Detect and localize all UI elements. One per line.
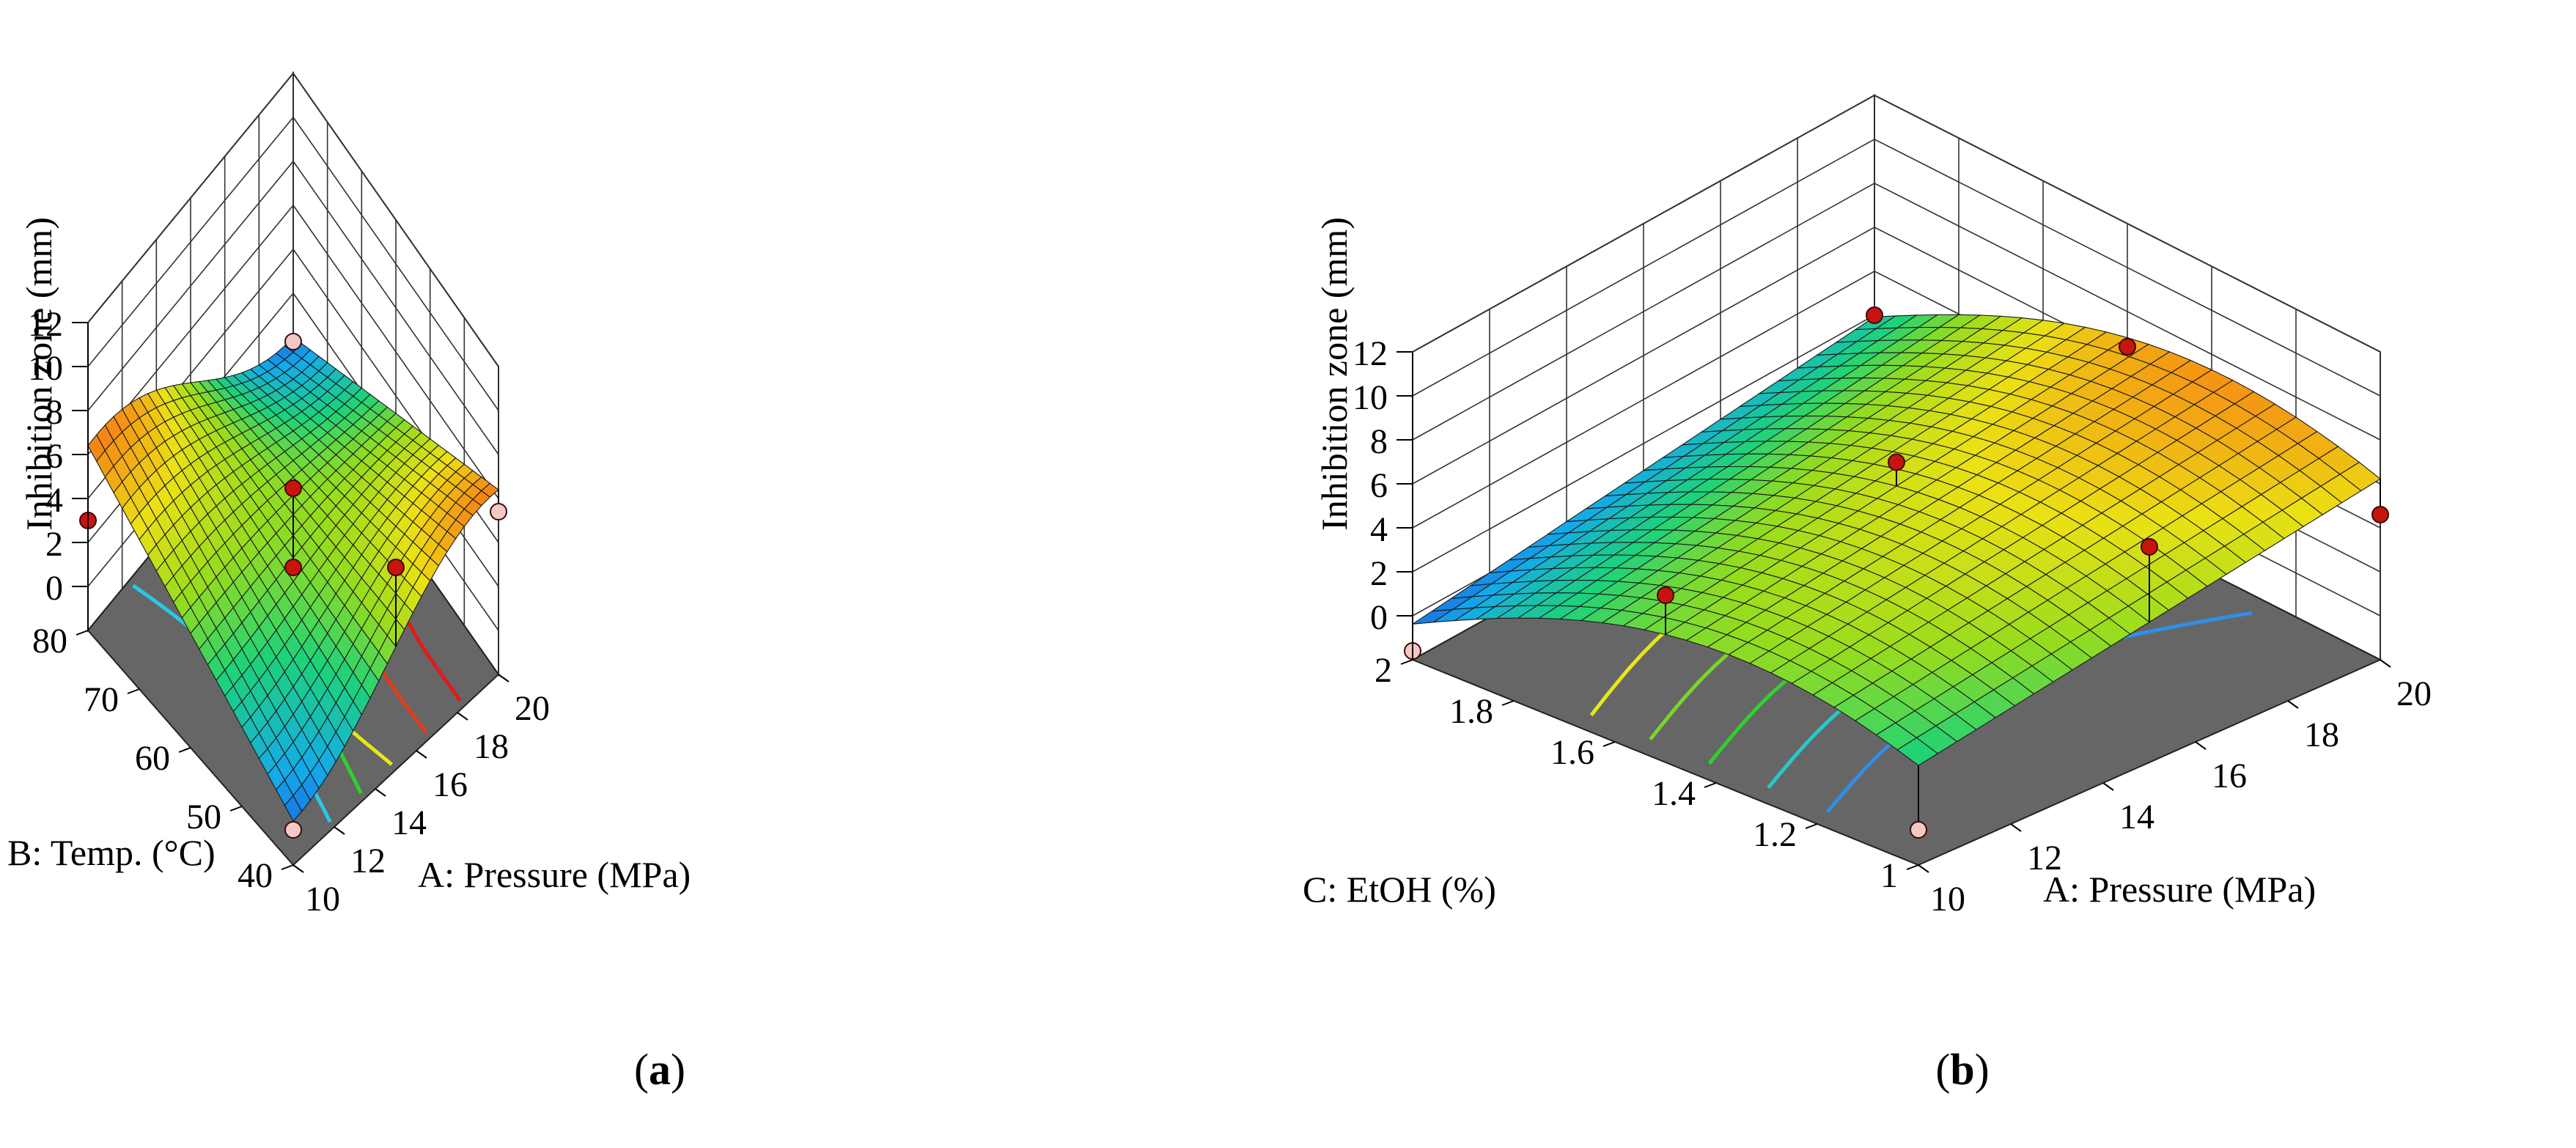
y-tick-label: 1: [1880, 856, 1898, 895]
x-axis-tick: [2195, 741, 2207, 750]
y-axis-tick: [229, 806, 243, 812]
x-axis-tick: [2102, 782, 2114, 791]
design-point: [1888, 453, 1905, 471]
z-tick-label: 0: [1370, 598, 1388, 637]
z-tick-label: 10: [1353, 378, 1388, 417]
panel-b: 0 2 4 6 8 10 12 Inhibition zone (mm) 10 12 14 16 18 2…: [1288, 0, 2576, 1148]
y-axis-tick: [178, 747, 191, 753]
y-axis-tick: [1805, 823, 1818, 829]
x-tick-label: 14: [391, 803, 427, 842]
y-tick-label: 50: [186, 798, 221, 836]
x-axis-tick: [334, 826, 345, 835]
panel-a: 0 2 4 6 8 10 12 Inhibition zone (mm) 10 12 14 16 18 2…: [7, 70, 691, 1094]
z-tick-label: 2: [1370, 554, 1388, 593]
x-axis-tick: [416, 750, 427, 759]
design-point: [1866, 306, 1883, 324]
design-point: [284, 821, 302, 839]
x-axis-tick: [2287, 700, 2299, 709]
z-tick-label: 4: [45, 481, 63, 520]
x-axis-tick: [498, 674, 509, 682]
x-tick-label: 10: [305, 880, 340, 919]
y-axis-title: C: EtOH (%): [1303, 869, 1496, 910]
design-point: [284, 333, 302, 350]
x-tick-label: 16: [2212, 757, 2247, 795]
x-axis-tick: [457, 712, 468, 721]
y-tick-label: 70: [84, 680, 119, 719]
x-tick-label: 14: [2119, 798, 2154, 836]
z-tick-label: 8: [1370, 422, 1388, 461]
y-axis-tick: [1501, 700, 1515, 706]
z-tick-label: 6: [45, 437, 63, 476]
z-tick-label: 0: [45, 569, 63, 608]
x-axis-tick: [2010, 823, 2022, 832]
x-tick-label: 20: [2396, 674, 2432, 713]
x-tick-label: 20: [515, 689, 550, 728]
design-point: [284, 559, 302, 576]
panel-caption-a: (a): [634, 1045, 685, 1094]
design-point: [1910, 821, 1927, 839]
x-tick-label: 12: [2027, 839, 2062, 877]
z-tick-label: 8: [45, 393, 63, 432]
z-tick-label: 6: [1370, 466, 1388, 505]
x-axis-tick: [1918, 864, 1929, 873]
y-axis-tick: [1400, 659, 1413, 665]
z-tick-label: 12: [28, 305, 63, 344]
y-tick-label: 1.6: [1550, 733, 1594, 772]
y-axis-tick: [281, 864, 294, 870]
design-point: [2141, 538, 2158, 556]
x-axis-title: A: Pressure (MPa): [418, 854, 691, 895]
z-tick-label: 10: [28, 349, 63, 388]
y-tick-label: 1.2: [1753, 815, 1797, 854]
surface-facet: [1896, 737, 1939, 766]
design-point: [1657, 586, 1674, 604]
x-axis-tick: [375, 788, 386, 797]
y-axis-title: B: Temp. (°C): [7, 832, 216, 873]
y-tick-label: 1.8: [1449, 692, 1493, 731]
x-tick-label: 18: [2304, 715, 2339, 754]
design-point: [387, 559, 405, 576]
y-tick-label: 40: [238, 856, 273, 895]
x-tick-label: 18: [474, 727, 509, 766]
y-tick-label: 80: [32, 622, 67, 661]
x-tick-label: 10: [1930, 880, 1965, 919]
response-surface: [1412, 314, 2381, 766]
design-point: [2119, 338, 2136, 356]
z-tick-label: 12: [1353, 334, 1388, 373]
z-axis-title: Inhibition zone (mm): [18, 217, 59, 531]
y-axis-tick: [1906, 864, 1919, 870]
design-point: [2371, 506, 2389, 523]
design-point: [490, 503, 507, 520]
design-point: [284, 479, 302, 497]
y-tick-label: 1.4: [1652, 774, 1696, 813]
x-axis-title: A: Pressure (MPa): [2043, 869, 2316, 910]
x-axis-tick: [292, 864, 304, 873]
y-axis-tick: [1704, 782, 1717, 788]
panel-caption-b: (b): [1935, 1045, 1990, 1094]
x-tick-label: 12: [350, 842, 386, 880]
surface-facet: [284, 795, 303, 822]
x-axis-tick: [2380, 659, 2391, 668]
y-axis-tick: [76, 630, 89, 636]
response-surface: [87, 336, 499, 822]
y-tick-label: 60: [135, 739, 170, 778]
z-axis-title: Inhibition zone (mm): [1314, 217, 1355, 531]
y-axis-tick: [1602, 741, 1616, 747]
x-tick-label: 16: [433, 765, 468, 804]
z-tick-label: 2: [45, 525, 63, 564]
z-tick-label: 4: [1370, 510, 1388, 549]
y-tick-label: 2: [1375, 651, 1392, 690]
y-axis-tick: [127, 688, 140, 694]
